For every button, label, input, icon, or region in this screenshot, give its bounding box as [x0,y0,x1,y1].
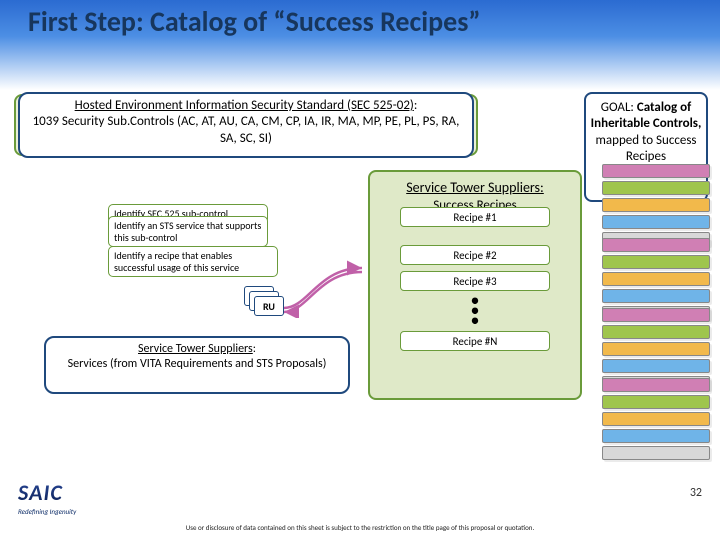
logo-tagline: Redefining Ingenuity [18,507,76,516]
recipe-3: Recipe #3 [400,271,550,291]
stack-bar [602,342,710,356]
ru-card: RU [254,296,284,316]
hosted-title: Hosted Environment Information Security … [75,98,414,113]
stack-bar [602,238,710,252]
stack-bar [602,412,710,426]
stack-bar [602,198,710,212]
stack-bar [602,378,710,392]
identify-sts-service: Identify an STS service that supports th… [108,216,268,247]
stack-bar [602,359,710,373]
stack-bar [602,446,710,460]
hosted-box: Hosted Environment Information Security … [18,92,474,158]
services-box: Service Tower Suppliers: Services (from … [44,336,350,394]
recipe-1: Recipe #1 [400,207,550,227]
identify-recipe: Identify a recipe that enables successfu… [108,246,278,277]
page-title: First Step: Catalog of “Success Recipes” [28,6,648,37]
stack-bar [602,308,710,322]
page-number: 32 [690,486,702,500]
services-colon: : [253,342,256,356]
stack-bar [602,289,710,303]
logo: SAIC [18,479,63,506]
services-body: Services (from VITA Requirements and STS… [68,357,327,371]
arrow-icon [278,258,368,318]
disclaimer: Use or disclosure of data contained on t… [0,523,720,532]
services-title: Service Tower Suppliers [138,342,253,356]
stack-bar [602,395,710,409]
recipe-n: Recipe #N [400,331,550,351]
goal-lead: GOAL: [601,100,637,115]
stack-bar [602,215,710,229]
goal-rest: mapped to Success Recipes [596,133,697,164]
stack-bar [602,272,710,286]
recipes-title: Service Tower Suppliers: [380,180,570,196]
stack-1 [602,164,710,249]
recipe-2: Recipe #2 [400,245,550,265]
stack-bar [602,164,710,178]
hosted-body: 1039 Security Sub.Controls (AC, AT, AU, … [33,114,460,145]
recipe-dots: ••• [380,295,570,325]
stack-4 [602,378,710,463]
hosted-colon: : [414,98,417,113]
stack-bar [602,255,710,269]
recipes-panel: Service Tower Suppliers: Success Recipes… [368,170,582,400]
stack-bar [602,181,710,195]
stack-bar [602,429,710,443]
stack-bar [602,325,710,339]
